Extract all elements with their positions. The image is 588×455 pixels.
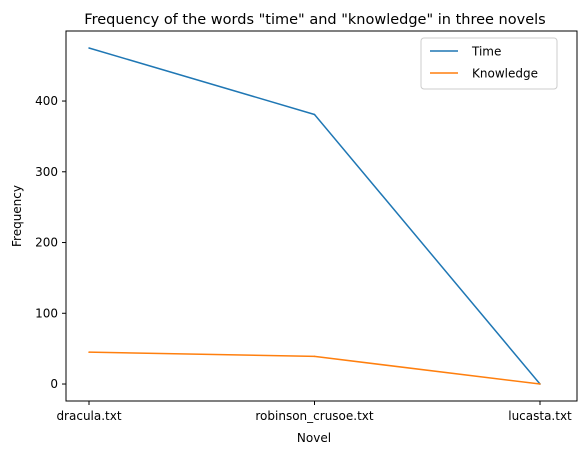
data-point-time [88,47,90,49]
y-tick-label: 300 [35,165,58,179]
data-point-knowledge [313,355,316,358]
chart-title: Frequency of the words "time" and "knowl… [84,12,545,28]
data-point-time [313,113,316,116]
x-tick-label: dracula.txt [56,409,121,423]
y-tick-label: 200 [35,236,58,250]
plot-frame [65,30,578,402]
y-tick-label: 0 [50,377,58,391]
legend: Time Knowledge [420,37,558,90]
series-line-time [88,47,541,385]
axis-ticks: dracula.txt robinson_crusoe.txt lucasta.tx… [35,94,572,423]
y-tick-label: 100 [35,306,58,320]
data-point-knowledge [88,351,90,353]
data-point-knowledge [539,383,541,385]
x-tick-label: robinson_crusoe.txt [255,409,374,423]
legend-label-knowledge: Knowledge [472,67,538,81]
legend-label-time: Time [471,45,501,59]
x-tick-label: lucasta.txt [508,409,572,423]
y-axis-label: Frequency [10,185,24,247]
series-lines [88,47,541,385]
x-axis-label: Novel [297,431,331,445]
y-tick-label: 400 [35,94,58,108]
